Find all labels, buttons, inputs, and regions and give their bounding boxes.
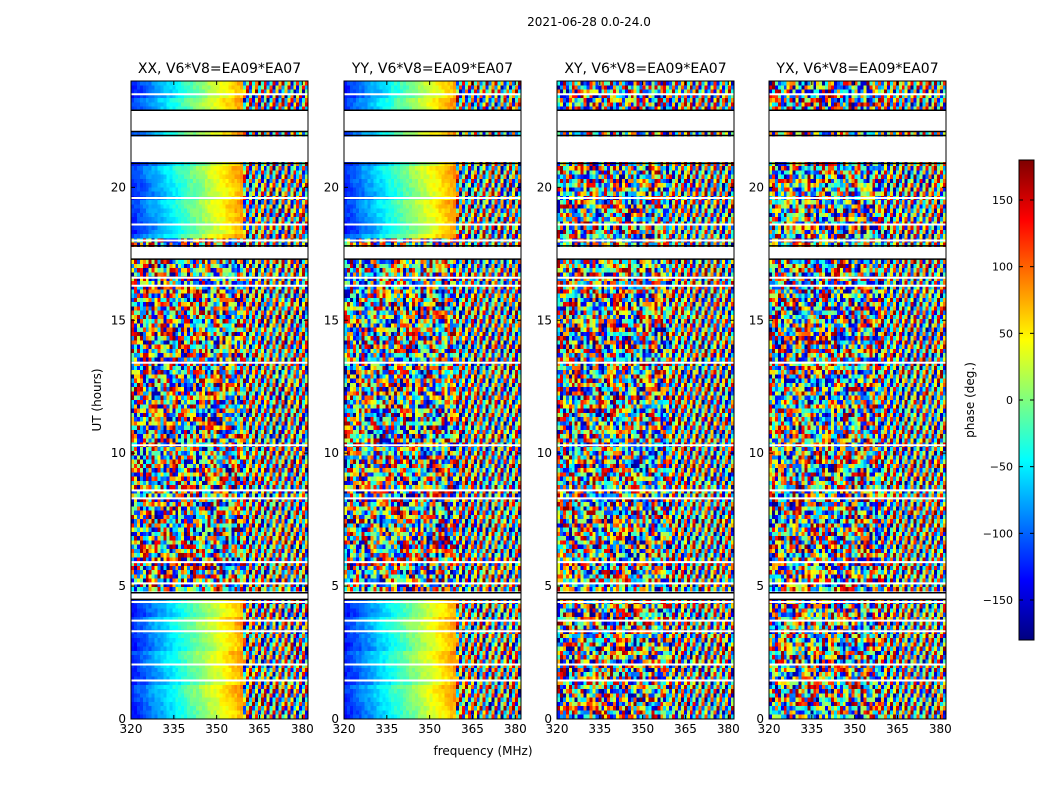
x-tick-label-3-2: 350 <box>843 722 866 736</box>
x-tick-label-3-3: 365 <box>886 722 909 736</box>
y-tick-label-0-3: 15 <box>111 313 126 327</box>
x-tick-label-2-4: 380 <box>717 722 740 736</box>
x-tick-label-0-1: 335 <box>162 722 185 736</box>
panel-frame-3 <box>768 80 947 720</box>
x-tick-label-1-2: 350 <box>418 722 441 736</box>
x-tick-label-3-1: 335 <box>800 722 823 736</box>
y-tick-label-3-0: 0 <box>756 712 764 726</box>
x-tick-label-1-0: 320 <box>333 722 356 736</box>
y-tick-label-2-2: 10 <box>537 446 552 460</box>
x-tick-label-3-0: 320 <box>758 722 781 736</box>
y-tick-label-0-1: 5 <box>118 579 126 593</box>
y-tick-label-2-4: 20 <box>537 180 552 194</box>
x-tick-label-0-3: 365 <box>248 722 271 736</box>
y-tick-label-2-0: 0 <box>544 712 552 726</box>
y-tick-label-3-1: 5 <box>756 579 764 593</box>
y-tick-label-3-2: 10 <box>749 446 764 460</box>
panel-0: XX, V6*V8=EA09*EA07 320 335 350 365 380 0 5 10 15… <box>111 61 314 736</box>
panel-frame-1 <box>343 80 522 720</box>
panel-title-2: XY, V6*V8=EA09*EA07 <box>564 61 726 77</box>
panel-title-0: XX, V6*V8=EA09*EA07 <box>138 61 301 77</box>
panel-frame-2 <box>556 80 735 720</box>
x-tick-label-1-3: 365 <box>461 722 484 736</box>
panel-title-1: YY, V6*V8=EA09*EA07 <box>351 61 513 77</box>
y-tick-label-2-3: 15 <box>537 313 552 327</box>
colorbar: 150 100 50 0 −50 −100 −150 <box>983 159 1035 641</box>
y-tick-label-0-4: 20 <box>111 180 126 194</box>
x-tick-label-2-2: 350 <box>631 722 654 736</box>
colorbar-tick-label-4: −50 <box>990 461 1013 474</box>
y-tick-label-0-2: 10 <box>111 446 126 460</box>
y-tick-label-3-4: 20 <box>749 180 764 194</box>
y-tick-label-1-0: 0 <box>331 712 339 726</box>
x-axis-label: frequency (MHz) <box>433 744 532 758</box>
figure-suptitle: 2021-06-28 0.0-24.0 <box>527 15 651 29</box>
colorbar-tick-label-1: 100 <box>992 261 1013 274</box>
x-tick-label-2-0: 320 <box>546 722 569 736</box>
colorbar-tick-label-6: −150 <box>983 594 1013 607</box>
x-tick-label-1-1: 335 <box>375 722 398 736</box>
panel-frame-0 <box>130 80 309 720</box>
panel-3: YX, V6*V8=EA09*EA07 320 335 350 365 380 0 5 10 15… <box>749 61 952 736</box>
y-tick-label-1-2: 10 <box>324 446 339 460</box>
heatmap-image-0 <box>131 81 308 719</box>
y-tick-label-3-3: 15 <box>749 313 764 327</box>
panel-2: XY, V6*V8=EA09*EA07 320 335 350 365 380 0 5 10 15… <box>537 61 740 736</box>
x-tick-label-1-4: 380 <box>504 722 527 736</box>
x-tick-label-2-3: 365 <box>674 722 697 736</box>
x-tick-label-2-1: 335 <box>588 722 611 736</box>
heatmap-image-3 <box>769 81 946 719</box>
panel-1: YY, V6*V8=EA09*EA07 320 335 350 365 380 0 5 10 15… <box>324 61 527 736</box>
colorbar-tick-label-2: 50 <box>999 327 1013 340</box>
y-tick-label-0-0: 0 <box>118 712 126 726</box>
y-tick-label-2-1: 5 <box>544 579 552 593</box>
x-tick-label-0-2: 350 <box>205 722 228 736</box>
x-tick-label-3-4: 380 <box>929 722 952 736</box>
panels: XX, V6*V8=EA09*EA07 320 335 350 365 380 0 5 10 15… <box>111 61 952 736</box>
heatmap-image-2 <box>557 81 734 719</box>
colorbar-label: phase (deg.) <box>963 362 977 438</box>
x-tick-label-0-4: 380 <box>291 722 314 736</box>
y-tick-label-1-1: 5 <box>331 579 339 593</box>
y-tick-label-1-3: 15 <box>324 313 339 327</box>
x-tick-label-0-0: 320 <box>120 722 143 736</box>
heatmap-image-1 <box>344 81 521 719</box>
panel-title-3: YX, V6*V8=EA09*EA07 <box>775 61 938 77</box>
y-axis-label: UT (hours) <box>90 368 104 431</box>
y-tick-label-1-4: 20 <box>324 180 339 194</box>
colorbar-tick-label-3: 0 <box>1006 394 1013 407</box>
colorbar-tick-label-5: −100 <box>983 527 1013 540</box>
colorbar-tick-label-0: 150 <box>992 194 1013 207</box>
